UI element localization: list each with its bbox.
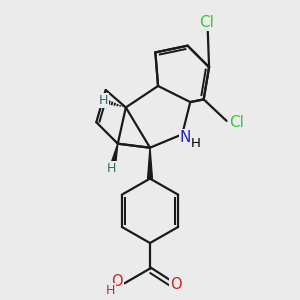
Polygon shape bbox=[112, 144, 118, 162]
Text: Cl: Cl bbox=[199, 15, 214, 30]
Text: O: O bbox=[170, 277, 182, 292]
Text: O: O bbox=[111, 274, 123, 290]
Text: H: H bbox=[107, 162, 116, 175]
Polygon shape bbox=[148, 148, 152, 178]
Text: H: H bbox=[191, 137, 201, 150]
Text: H: H bbox=[106, 284, 115, 297]
Text: N: N bbox=[180, 130, 191, 145]
Text: Cl: Cl bbox=[229, 115, 244, 130]
Text: H: H bbox=[99, 94, 108, 107]
